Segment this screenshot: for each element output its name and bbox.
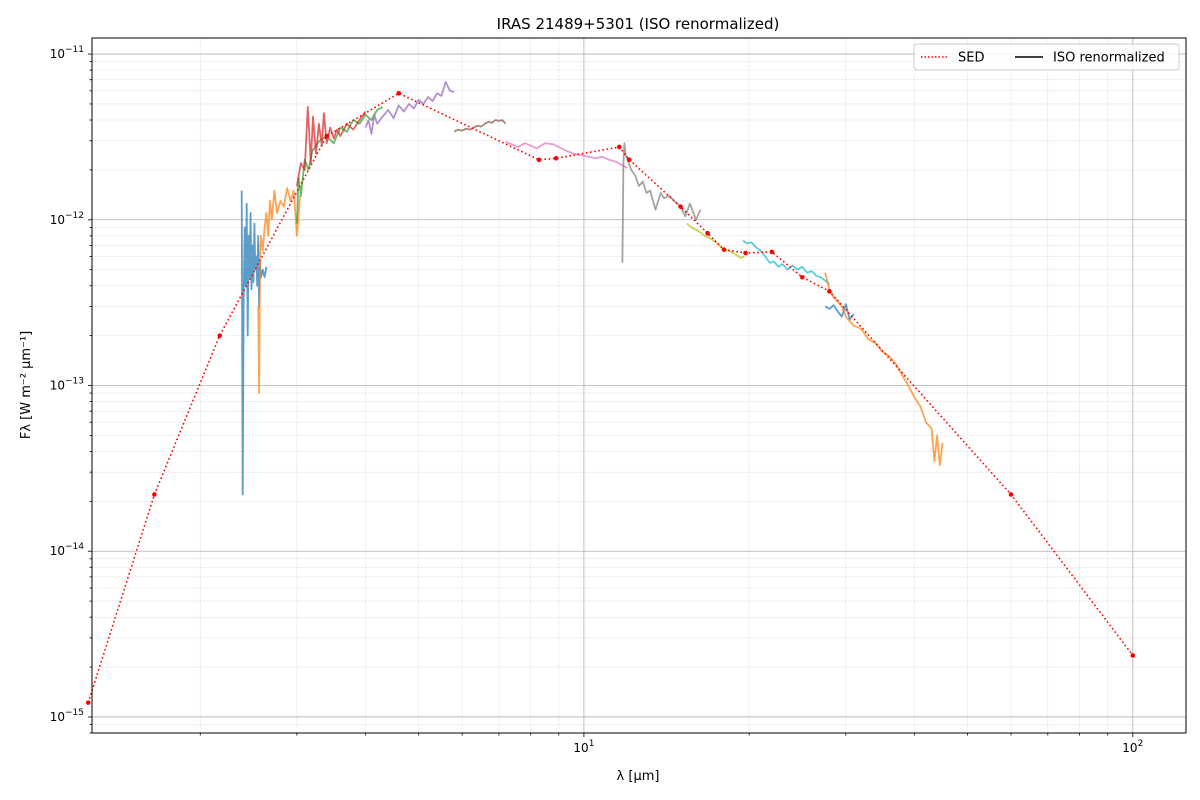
sed-point (396, 90, 402, 96)
sed-point (553, 155, 559, 161)
sed-point (324, 133, 330, 139)
chart-title: IRAS 21489+5301 (ISO renormalized) (497, 15, 780, 33)
y-tick-label: 10−15 (50, 708, 84, 724)
spectrum-segment-4 (296, 106, 367, 187)
sed-point (827, 289, 832, 294)
spectrum-segment-5 (364, 80, 455, 135)
x-axis-label: λ [μm] (617, 769, 660, 784)
sed-point (1008, 492, 1014, 497)
spectrum-segment-7 (505, 141, 628, 169)
y-tick-label: 10−11 (50, 45, 84, 61)
spectrum-segment-2 (257, 187, 301, 395)
sed-point (217, 333, 223, 338)
sed-point (152, 492, 157, 497)
spectrum-segment-6 (453, 119, 507, 133)
spectrum-segment-12 (824, 272, 944, 467)
sed-point (678, 204, 683, 209)
y-tick-label: 10−12 (50, 211, 84, 227)
sed-point (536, 157, 542, 163)
sed-layer (85, 90, 1136, 705)
y-axis-ticks: 10−15 10−14 10−13 10−12 10−11 (50, 45, 92, 734)
spectrum-segment-10 (742, 239, 830, 285)
sed-point (85, 700, 91, 705)
legend-box (913, 43, 1180, 71)
spectrum-segment-8 (621, 142, 702, 263)
y-tick-label: 10−13 (50, 377, 84, 393)
sed-point (769, 249, 775, 255)
spectra-layer (240, 80, 944, 496)
y-tick-label: 10−14 (50, 542, 85, 558)
spectrum-segment-3 (296, 106, 384, 224)
sed-point (721, 247, 727, 252)
x-axis-ticks: 101 102 (199, 733, 1143, 755)
legend-sed-label: SED (958, 51, 984, 66)
sed-point (616, 144, 622, 150)
spectrum-segment-11 (824, 303, 855, 321)
y-axis-label: Fλ [W m⁻² μm⁻¹] (19, 331, 34, 439)
legend-iso-label: ISO renormalized (1053, 51, 1165, 66)
x-tick-label: 101 (573, 739, 594, 755)
x-tick-label: 102 (1122, 739, 1143, 755)
sed-point (627, 157, 632, 163)
legend: SED ISO renormalized (913, 43, 1180, 71)
sed-line (87, 92, 1134, 703)
sed-point (705, 230, 710, 236)
sed-point (1130, 653, 1136, 658)
sed-point (800, 274, 805, 280)
spectrum-segment-9 (686, 222, 745, 259)
sed-point (743, 250, 748, 256)
